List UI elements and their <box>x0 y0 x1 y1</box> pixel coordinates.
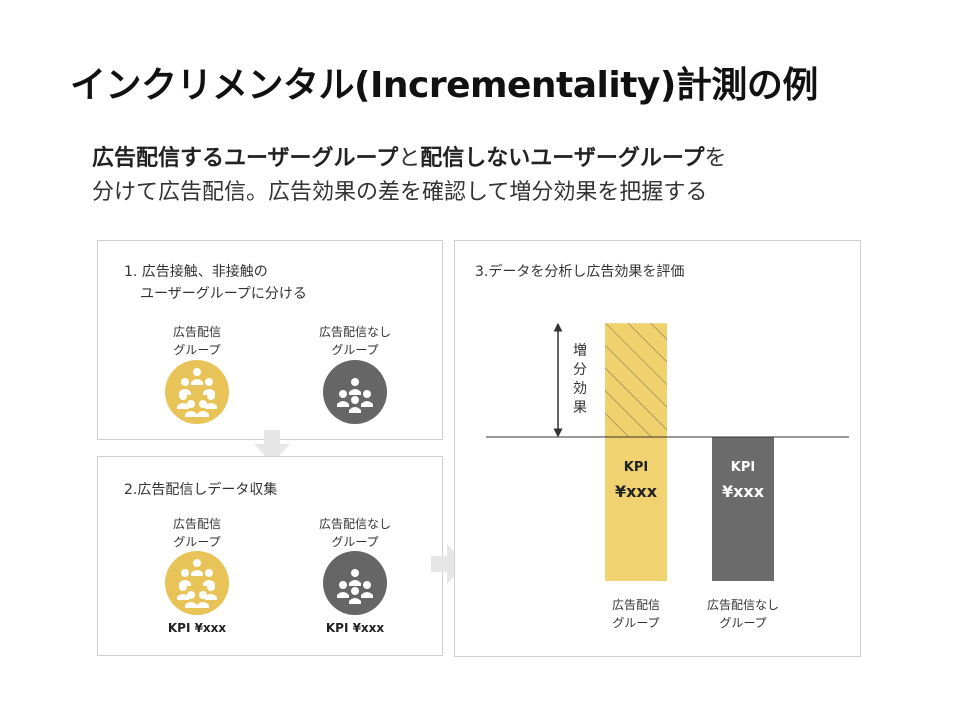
step1-group-b-line2: グループ <box>331 343 379 357</box>
bar-lift-segment <box>605 323 667 437</box>
people-group-icon <box>323 360 387 424</box>
people-group-icon <box>165 360 229 424</box>
step1-title: 1. 広告接触、非接触の ユーザーグループに分ける <box>124 261 307 305</box>
step2-title: 2.広告配信しデータ収集 <box>124 482 278 498</box>
description-line-1: 広告配信するユーザーグループと配信しないユーザーグループを <box>92 142 892 176</box>
step3-panel: 3.データを分析し広告効果を評価 増分効果 KPI ¥xxx KPI ¥xxx 広告配… <box>454 240 861 657</box>
step2-group-b-line1: 広告配信なし <box>318 517 391 531</box>
desc-exposed-group: 広告配信するユーザーグループ <box>92 146 399 171</box>
bar-labels: KPI ¥xxx KPI ¥xxx <box>615 460 765 501</box>
step1-group-a-line1: 広告配信 <box>172 325 221 339</box>
people-group-icon <box>323 551 387 615</box>
page-title: インクリメンタル(Incrementality)計測の例 <box>70 65 818 106</box>
lift-label-char: 分 <box>573 362 587 378</box>
bar-exposed-group <box>605 437 667 581</box>
category-label: グループ <box>612 616 659 630</box>
desc-and: と <box>398 146 421 171</box>
lift-label-char: 増 <box>573 343 587 359</box>
description: 広告配信するユーザーグループと配信しないユーザーグループを 分けて広告配信。広告… <box>92 142 892 210</box>
step2-group-a-kpi: KPI ¥xxx <box>167 621 227 635</box>
lift-label-char: 果 <box>573 400 587 416</box>
step2-group-b-line2: グループ <box>331 535 379 549</box>
category-label: グループ <box>719 616 766 630</box>
bar-data-label: KPI <box>731 460 755 475</box>
bar-data-label: KPI <box>624 460 648 475</box>
step2-group-b-kpi: KPI ¥xxx <box>325 621 385 635</box>
step1-panel: 1. 広告接触、非接触の ユーザーグループに分ける 広告配信 グループ 広告配信… <box>97 240 443 440</box>
category-label: 広告配信なし <box>707 598 779 612</box>
desc-control-group: 配信しないユーザーグループ <box>420 146 705 171</box>
step1-title-line1: 1. 広告接触、非接触の <box>124 264 268 280</box>
bar-data-label: ¥xxx <box>722 482 765 501</box>
step3-title: 3.データを分析し広告効果を評価 <box>475 264 685 280</box>
step1-title-line2: ユーザーグループに分ける <box>140 286 307 302</box>
step1-group-b-label: 広告配信なし グループ <box>300 323 410 359</box>
step2-group-b-label: 広告配信なし グループ <box>300 515 410 551</box>
lift-label: 増分効果 <box>573 343 587 416</box>
bar-control-group <box>712 437 774 581</box>
step2-group-a-line1: 広告配信 <box>172 517 221 531</box>
step1-group-a-line2: グループ <box>173 343 221 357</box>
arrow-right-icon <box>431 544 466 584</box>
step2-group-a-line2: グループ <box>173 535 221 549</box>
description-line-2: 分けて広告配信。広告効果の差を確認して増分効果を把握する <box>92 180 708 205</box>
lift-label-char: 効 <box>573 381 587 397</box>
step1-group-a-label: 広告配信 グループ <box>142 323 252 359</box>
step1-group-b-line1: 広告配信なし <box>318 325 391 339</box>
people-group-icon <box>165 551 229 615</box>
step2-group-a-label: 広告配信 グループ <box>142 515 252 551</box>
arrow-down-icon <box>254 430 290 464</box>
desc-wo: を <box>704 146 727 171</box>
bar-data-label: ¥xxx <box>615 482 658 501</box>
step2-panel: 2.広告配信しデータ収集 広告配信 グループ KPI ¥xxx 広告配信なし グ… <box>97 456 443 656</box>
category-label: 広告配信 <box>612 598 660 612</box>
